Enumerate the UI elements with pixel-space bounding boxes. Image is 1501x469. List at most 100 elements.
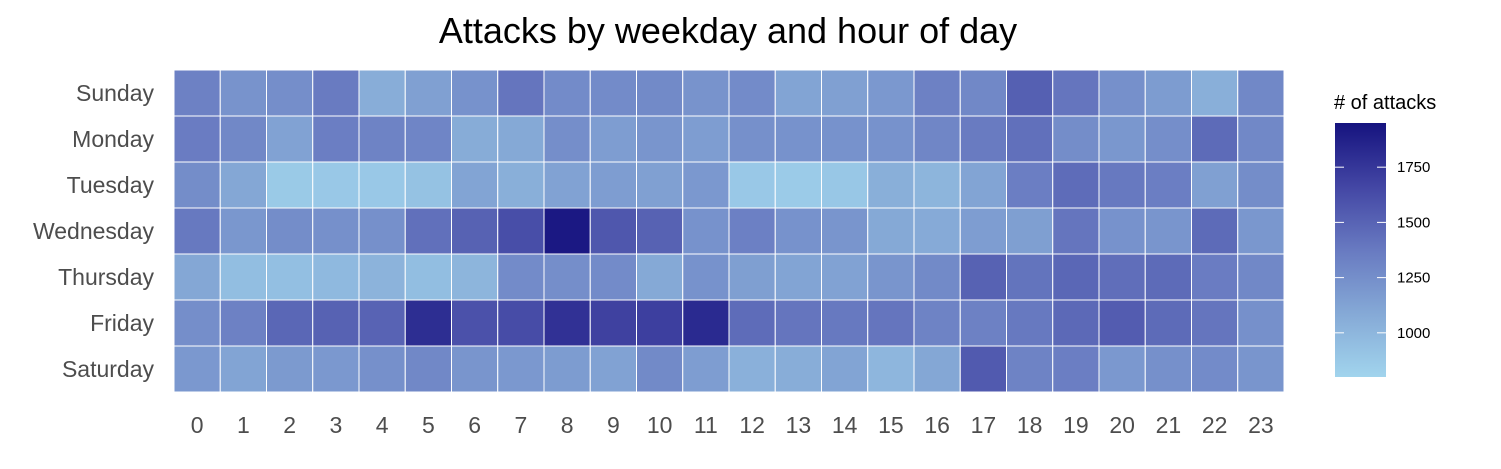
y-axis-labels: Sunday Monday Tuesday Wednesday Thursday Frid… — [33, 80, 155, 382]
heatmap-cell — [728, 69, 776, 117]
heatmap-cell — [589, 115, 637, 163]
heatmap-cell — [266, 345, 314, 393]
heatmap-cell — [266, 115, 314, 163]
heatmap-cell — [404, 253, 452, 301]
heatmap-cell — [1144, 207, 1192, 255]
heatmap-cell — [1144, 299, 1192, 347]
heatmap-cell — [636, 207, 684, 255]
y-tick-label: Wednesday — [33, 218, 155, 244]
heatmap-cell — [959, 161, 1007, 209]
heatmap-cell — [774, 115, 822, 163]
heatmap-cell — [1006, 115, 1054, 163]
heatmap-cell — [913, 299, 961, 347]
heatmap-cell — [1006, 69, 1054, 117]
heatmap-cell — [1191, 115, 1239, 163]
heatmap-cell — [543, 253, 591, 301]
heatmap-cell — [404, 345, 452, 393]
heatmap-cell — [913, 253, 961, 301]
colorbar-tick-label: 1750 — [1397, 159, 1430, 176]
heatmap-cell — [1191, 161, 1239, 209]
heatmap-cell — [404, 115, 452, 163]
heatmap-cell — [1098, 207, 1146, 255]
heatmap-cell — [959, 115, 1007, 163]
y-tick-label: Sunday — [76, 80, 155, 106]
heatmap-cell — [219, 345, 267, 393]
heatmap-cell — [1052, 69, 1100, 117]
heatmap-cell — [266, 69, 314, 117]
heatmap-cell — [543, 345, 591, 393]
heatmap-cell — [959, 345, 1007, 393]
heatmap-cell — [312, 69, 360, 117]
x-tick-label: 23 — [1248, 412, 1274, 438]
heatmap-cell — [1006, 253, 1054, 301]
heatmap-cell — [1237, 299, 1285, 347]
heatmap-cell — [682, 345, 730, 393]
color-legend: # of attacks 1000 1250 1500 1750 — [1334, 92, 1436, 377]
heatmap-cell — [1191, 253, 1239, 301]
heatmap-cell — [358, 69, 406, 117]
heatmap-cell — [266, 207, 314, 255]
heatmap-cell — [682, 253, 730, 301]
heatmap-cell — [589, 299, 637, 347]
heatmap-cell — [1006, 161, 1054, 209]
heatmap-cell — [1144, 345, 1192, 393]
heatmap-cell — [497, 299, 545, 347]
heatmap-cell — [821, 253, 869, 301]
heatmap-cell — [1237, 253, 1285, 301]
heatmap-cell — [959, 253, 1007, 301]
heatmap-cell — [728, 207, 776, 255]
heatmap-cell — [1098, 69, 1146, 117]
heatmap-cell — [774, 299, 822, 347]
x-tick-label: 10 — [647, 412, 673, 438]
heatmap-cell — [543, 161, 591, 209]
colorbar — [1335, 123, 1386, 377]
heatmap-cell — [774, 207, 822, 255]
heatmap-cell — [543, 299, 591, 347]
heatmap-cell — [173, 299, 221, 347]
heatmap-cell — [867, 253, 915, 301]
heatmap-cell — [821, 69, 869, 117]
heatmap-cell — [451, 207, 499, 255]
heatmap-cell — [1098, 299, 1146, 347]
heatmap-cell — [1006, 207, 1054, 255]
heatmap-cell — [728, 161, 776, 209]
heatmap-cell — [1098, 253, 1146, 301]
heatmap-cell — [451, 299, 499, 347]
heatmap-cell — [543, 69, 591, 117]
heatmap-cell — [636, 161, 684, 209]
x-tick-label: 18 — [1017, 412, 1043, 438]
heatmap-cell — [1098, 345, 1146, 393]
x-axis-labels: 0 1 2 3 4 5 6 7 8 9 10 11 12 13 14 15 16 17 18 19 20 21 22 23 — [191, 412, 1274, 438]
heatmap-cell — [636, 253, 684, 301]
heatmap-cell — [543, 115, 591, 163]
heatmap-cell — [959, 207, 1007, 255]
x-tick-label: 2 — [283, 412, 296, 438]
heatmap-cell — [451, 161, 499, 209]
x-tick-label: 9 — [607, 412, 620, 438]
heatmap-cell — [913, 161, 961, 209]
heatmap-cell — [451, 253, 499, 301]
heatmap-cell — [266, 161, 314, 209]
heatmap-cell — [543, 207, 591, 255]
heatmap-cell — [312, 299, 360, 347]
heatmap-cell — [589, 345, 637, 393]
heatmap-cell — [219, 115, 267, 163]
heatmap-cell — [589, 161, 637, 209]
y-tick-label: Friday — [90, 310, 154, 336]
heatmap-cell — [312, 345, 360, 393]
heatmap-cell — [589, 207, 637, 255]
heatmap-cell — [219, 253, 267, 301]
y-tick-label: Tuesday — [67, 172, 155, 198]
heatmap-cell — [312, 161, 360, 209]
y-tick-label: Monday — [72, 126, 154, 152]
heatmap-cell — [821, 207, 869, 255]
heatmap-cell — [774, 69, 822, 117]
heatmap-cell — [728, 299, 776, 347]
heatmap-cell — [497, 69, 545, 117]
heatmap-cell — [358, 345, 406, 393]
heatmap-cell — [497, 253, 545, 301]
heatmap-cell — [1052, 207, 1100, 255]
heatmap-cell — [867, 299, 915, 347]
heatmap-cell — [1191, 207, 1239, 255]
